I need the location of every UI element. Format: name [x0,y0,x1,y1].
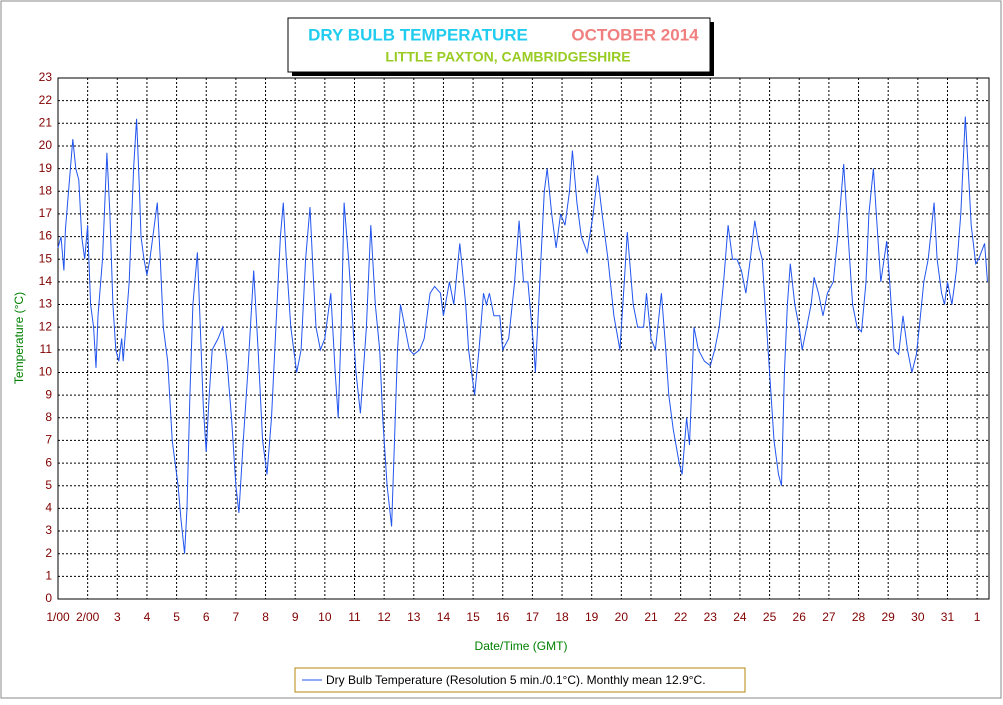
x-tick-label: 20 [615,610,629,624]
y-tick-label: 1 [45,569,52,583]
y-tick-label: 0 [45,591,52,605]
y-tick-label: 14 [39,274,53,288]
temperature-line [57,116,988,554]
y-axis-label: Temperature (°C) [12,292,26,384]
x-tick-label: 22 [674,610,688,624]
x-tick-label: 9 [292,610,299,624]
legend [294,667,746,693]
x-tick-label: 25 [763,610,777,624]
chart-title-date: OCTOBER 2014 [571,25,699,44]
x-tick-label: 2/00 [76,610,100,624]
x-tick-label: 1 [974,610,981,624]
chart-subtitle: LITTLE PAXTON, CAMBRIDGESHIRE [385,49,630,65]
y-tick-label: 18 [39,183,53,197]
x-tick-label: 21 [644,610,658,624]
y-tick-label: 8 [45,410,52,424]
x-tick-label: 16 [496,610,510,624]
x-tick-label: 1/00 [46,610,70,624]
y-tick-label: 13 [39,297,53,311]
x-tick-label: 4 [144,610,151,624]
y-tick-label: 11 [40,342,53,356]
x-tick-label: 3 [114,610,121,624]
y-tick-label: 7 [45,433,52,447]
y-tick-label: 15 [39,251,53,265]
x-tick-label: 29 [882,610,896,624]
y-tick-label: 10 [39,365,53,379]
y-tick-label: 21 [39,115,53,129]
x-tick-label: 6 [203,610,210,624]
x-tick-label: 27 [822,610,836,624]
title-box [287,17,711,73]
x-tick-label: 30 [911,610,925,624]
y-tick-label: 5 [45,478,52,492]
y-tick-label: 2 [45,546,52,560]
y-tick-label: 22 [39,93,53,107]
x-tick-label: 23 [704,610,718,624]
x-tick-label: 17 [526,610,540,624]
x-tick-label: 31 [941,610,955,624]
x-tick-label: 26 [793,610,807,624]
y-tick-label: 3 [45,523,52,537]
x-tick-label: 10 [318,610,332,624]
x-tick-label: 19 [585,610,599,624]
x-tick-label: 14 [437,610,451,624]
chart-title: DRY BULB TEMPERATURE [308,25,528,44]
x-tick-label: 12 [377,610,391,624]
y-tick-label: 17 [39,206,53,220]
x-tick-label: 5 [173,610,180,624]
y-tick-label: 16 [39,229,53,243]
y-tick-label: 20 [39,138,53,152]
x-tick-label: 28 [852,610,866,624]
y-tick-label: 23 [39,70,53,84]
legend-label: Dry Bulb Temperature (Resolution 5 min./… [326,673,706,687]
x-tick-label: 24 [733,610,747,624]
x-axis-label: Date/Time (GMT) [475,639,568,653]
y-tick-label: 4 [45,501,52,515]
x-tick-label: 18 [555,610,569,624]
y-tick-label: 12 [39,319,53,333]
x-tick-label: 15 [466,610,480,624]
plot-border [57,77,990,600]
x-tick-label: 7 [233,610,240,624]
y-tick-label: 6 [45,455,52,469]
y-tick-label: 19 [39,161,53,175]
x-tick-label: 8 [262,610,269,624]
y-tick-label: 9 [45,387,52,401]
x-tick-label: 13 [407,610,421,624]
x-tick-label: 11 [348,610,361,624]
